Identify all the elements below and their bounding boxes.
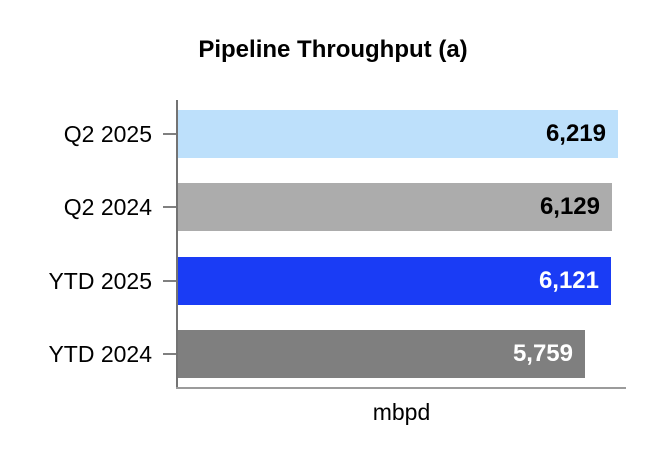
bar-ytd-2024: 5,759	[178, 330, 585, 378]
category-label-q2-2024: Q2 2024	[63, 194, 152, 220]
category-label-ytd-2025: YTD 2025	[48, 268, 152, 294]
y-axis-line	[176, 100, 178, 389]
axis-tick	[163, 280, 176, 282]
axis-tick	[163, 133, 176, 135]
category-label-q2-2025: Q2 2025	[63, 121, 152, 147]
x-axis-label: mbpd	[372, 399, 431, 425]
bar-value-ytd-2025: 6,121	[538, 267, 599, 294]
bar-q2-2024: 6,129	[178, 183, 612, 231]
bar-value-q2-2025: 6,219	[545, 120, 606, 147]
category-label-ytd-2024: YTD 2024	[48, 341, 152, 367]
bar-value-ytd-2024: 5,759	[512, 340, 573, 367]
chart-title: Pipeline Throughput (a)	[198, 36, 468, 63]
bar-q2-2025: 6,219	[178, 110, 618, 158]
bar-ytd-2025: 6,121	[178, 257, 611, 305]
bar-value-q2-2024: 6,129	[539, 193, 600, 220]
x-axis-line	[176, 387, 626, 389]
axis-tick	[163, 206, 176, 208]
axis-tick	[163, 353, 176, 355]
